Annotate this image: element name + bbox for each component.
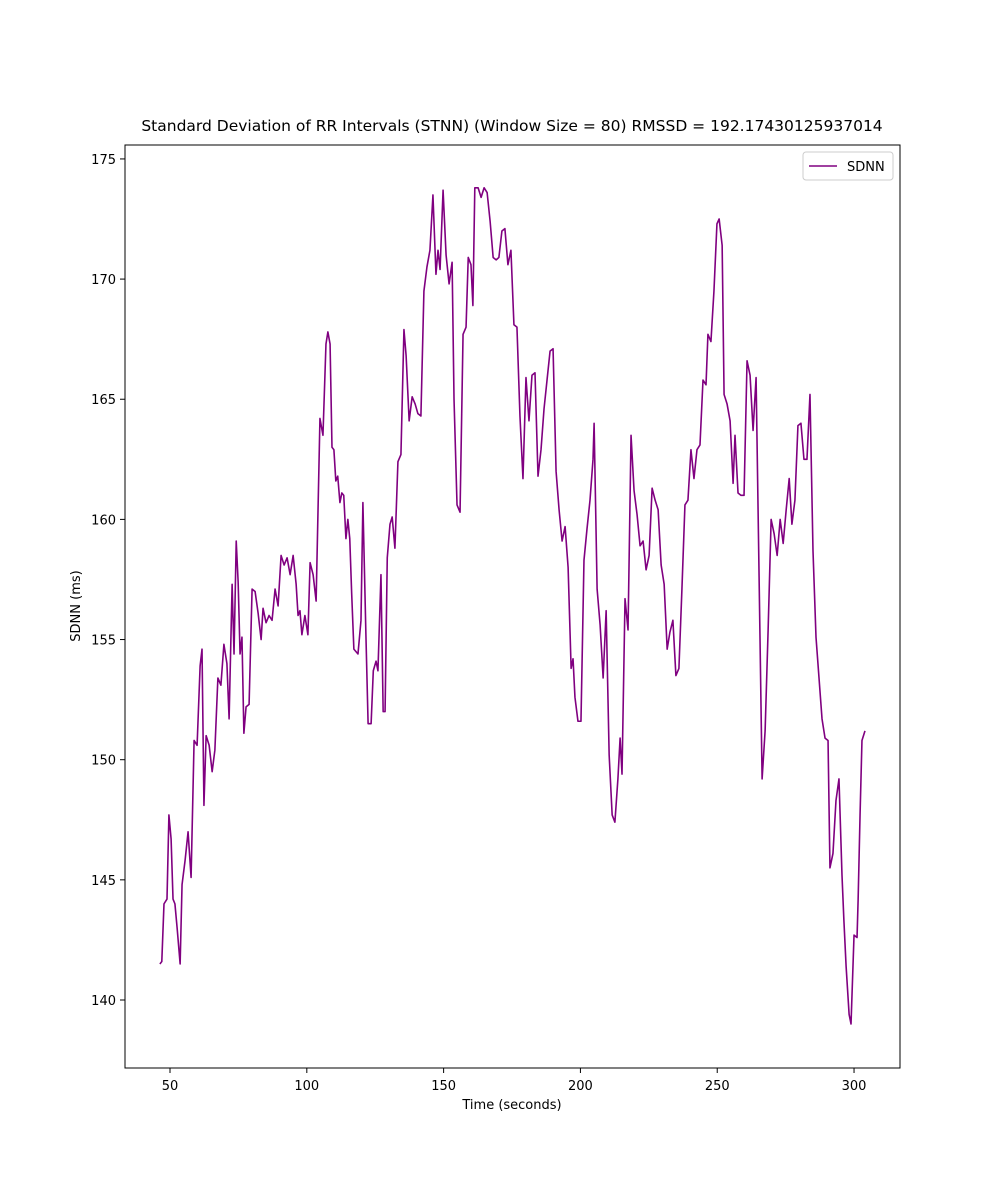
- x-tick-label: 200: [568, 1079, 593, 1094]
- x-tick-label: 250: [705, 1079, 730, 1094]
- y-tick-label: 160: [91, 513, 116, 528]
- y-tick-label: 165: [91, 393, 116, 408]
- x-tick-label: 150: [431, 1079, 456, 1094]
- y-tick-label: 155: [91, 634, 116, 649]
- chart-title: Standard Deviation of RR Intervals (STNN…: [141, 117, 882, 135]
- legend-box: [802, 151, 894, 181]
- data-line: [159, 186, 866, 1025]
- x-tick-label: 50: [162, 1079, 179, 1094]
- y-tick-label: 175: [91, 153, 116, 168]
- y-tick-label: 145: [91, 874, 116, 889]
- y-tick-label: 170: [91, 273, 116, 288]
- y-axis-label: SDNN (ms): [69, 570, 84, 641]
- plot-frame: [124, 144, 901, 1069]
- y-tick-label: 140: [91, 994, 116, 1009]
- y-tick-label: 150: [91, 754, 116, 769]
- x-tick-label: 300: [842, 1079, 867, 1094]
- x-tick-label: 100: [294, 1079, 319, 1094]
- x-axis-label: Time (seconds): [461, 1098, 561, 1113]
- legend-label: SDNN: [847, 160, 885, 175]
